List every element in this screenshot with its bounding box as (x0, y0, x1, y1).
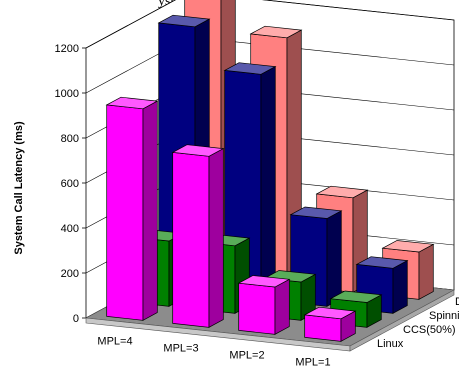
bar-side-face (260, 66, 276, 300)
y-tick-label: 400 (61, 223, 79, 235)
y-tick-label: 0 (73, 313, 79, 325)
y-tick-label: 1200 (55, 43, 79, 55)
bar-side-face (418, 243, 434, 300)
series-label: Linux (377, 338, 404, 350)
bar (237, 275, 291, 335)
bar-front-face (172, 152, 210, 328)
bar (171, 144, 225, 328)
bar-top-face (249, 25, 303, 39)
bar-top-face (105, 96, 159, 110)
bar-top-face (237, 275, 291, 288)
bar-side-face (208, 148, 224, 328)
bar-top-face (381, 240, 435, 253)
y-tick-label: 1000 (55, 88, 79, 100)
bar-side-face (392, 260, 408, 314)
y-axis-label: System Call Latency (ms) (13, 121, 25, 255)
series-label: CCS(50%) (403, 324, 456, 336)
x-category-label: MPL=2 (229, 350, 264, 362)
x-category-label: MPL=1 (295, 357, 330, 369)
bar-front-face (304, 314, 342, 342)
bar-top-face (223, 62, 277, 75)
bar-top-face (289, 206, 343, 219)
x-category-label: MPL=4 (97, 336, 132, 348)
bar-top-face (329, 290, 383, 303)
bar-side-face (274, 278, 290, 335)
y-tick-label: 600 (61, 178, 79, 190)
y-tick-label: 200 (61, 268, 79, 280)
y-tick-label: 800 (61, 133, 79, 145)
floor-right-edge (349, 289, 455, 352)
bar-top-face (355, 256, 409, 269)
bar (303, 306, 357, 342)
chart-bars (105, 0, 435, 342)
bar-top-face (157, 14, 211, 28)
bar-top-face (171, 144, 225, 157)
bar-side-face (326, 210, 342, 307)
gridline (85, 0, 455, 49)
bar-front-face (106, 104, 144, 321)
series-label: DCS (455, 296, 459, 308)
x-category-label: MPL=3 (163, 343, 198, 355)
chart-text: 0 200 400 600 800 1000 1200 MPL=4 MPL=3 MPL=2 MPL=… (13, 43, 459, 369)
bar-front-face (238, 282, 276, 335)
bar-top-face (303, 306, 357, 320)
bar-top-face (315, 185, 369, 199)
bar (105, 96, 159, 321)
series-label: Spinning (429, 310, 459, 322)
bar-side-face (142, 100, 158, 321)
